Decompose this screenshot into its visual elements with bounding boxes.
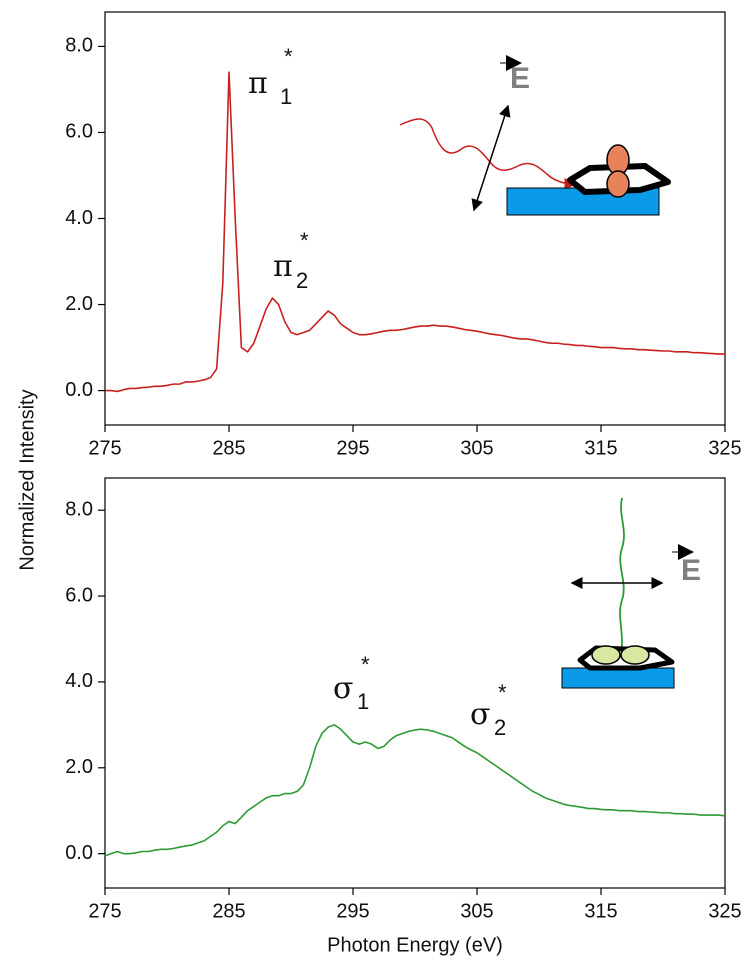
field-label: E	[681, 554, 701, 587]
data-line	[105, 71, 725, 393]
x-tick-label: 295	[336, 900, 369, 922]
y-tick-label: 6.0	[65, 584, 93, 606]
y-tick-label: 2.0	[65, 756, 93, 778]
peak-label-sup: *	[284, 44, 293, 69]
x-tick-label: 315	[584, 437, 617, 459]
x-tick-label: 305	[460, 900, 493, 922]
peak-label-sup: *	[498, 680, 507, 705]
x-tick-label: 305	[460, 437, 493, 459]
peak-label-sub: 2	[494, 715, 506, 740]
peak-label: σ	[333, 671, 353, 706]
x-tick-label: 295	[336, 437, 369, 459]
y-tick-label: 4.0	[65, 207, 93, 229]
y-tick-label: 2.0	[65, 293, 93, 315]
y-tick-label: 0.0	[65, 379, 93, 401]
plot-frame	[104, 477, 726, 889]
peak-label-sup: *	[300, 228, 309, 253]
y-axis-label: Normalized Intensity	[16, 389, 38, 570]
peak-label: π	[273, 249, 293, 284]
peak-label: σ	[470, 697, 490, 732]
x-tick-label: 325	[708, 437, 741, 459]
field-label: E	[510, 62, 530, 95]
plot-frame	[104, 11, 726, 426]
x-tick-label: 275	[88, 900, 121, 922]
peak-label-sub: 2	[296, 268, 308, 293]
y-tick-label: 6.0	[65, 121, 93, 143]
y-tick-label: 4.0	[65, 670, 93, 692]
peak-label-sub: 1	[357, 689, 369, 714]
data-line	[104, 724, 726, 857]
x-axis-label: Photon Energy (eV)	[327, 934, 503, 956]
inset-bottom	[561, 497, 694, 689]
x-tick-label: 285	[212, 437, 245, 459]
x-tick-label: 275	[88, 437, 121, 459]
y-tick-label: 8.0	[65, 35, 93, 57]
inset-top	[399, 55, 671, 216]
x-tick-label: 315	[584, 900, 617, 922]
peak-label-sub: 1	[280, 84, 292, 109]
x-tick-label: 325	[708, 900, 741, 922]
y-tick-label: 0.0	[65, 842, 93, 864]
x-tick-label: 285	[212, 900, 245, 922]
y-tick-label: 8.0	[65, 498, 93, 520]
peak-label: π	[248, 66, 268, 101]
peak-label-sup: *	[361, 652, 370, 677]
